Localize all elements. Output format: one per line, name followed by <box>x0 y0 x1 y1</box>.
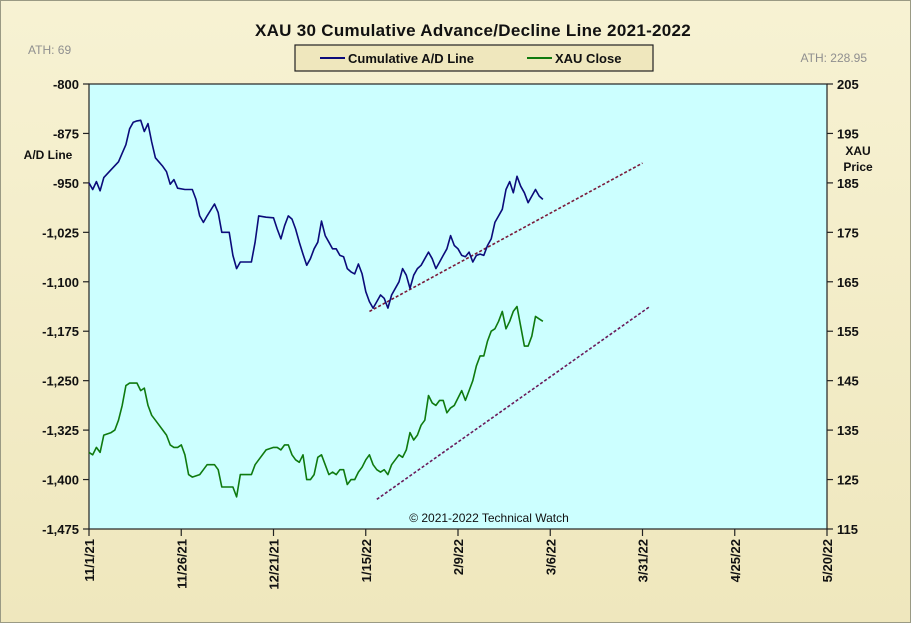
x-tick-label: 11/26/21 <box>174 539 189 589</box>
y-left-tick-label: -1,325 <box>42 423 79 438</box>
y-left-tick-label: -1,250 <box>42 374 79 389</box>
x-tick-label: 3/6/22 <box>543 539 558 575</box>
y-left-tick-label: -875 <box>53 126 79 141</box>
y-left-tick-label: -1,400 <box>42 473 79 488</box>
y-left-tick-label: -800 <box>53 77 79 92</box>
y-right-tick-label: 195 <box>837 126 859 141</box>
x-tick-label: 5/20/22 <box>820 539 835 582</box>
x-tick-label: 12/21/21 <box>267 539 282 590</box>
trendline-xau-close <box>376 305 651 500</box>
x-tick-label: 2/9/22 <box>451 539 466 575</box>
y-left-tick-label: -1,025 <box>42 225 79 240</box>
series-line-ad-line <box>88 119 544 309</box>
y-axis-right-title-line2: Price <box>843 160 873 174</box>
y-right-tick-label: 115 <box>837 522 858 537</box>
ath-left-label: ATH: 69 <box>28 43 71 57</box>
y-axis-left-title: A/D Line <box>24 148 73 162</box>
y-left-tick-label: -950 <box>53 176 79 191</box>
y-left-tick-label: -1,100 <box>42 275 79 290</box>
trendline-ad-line <box>369 162 643 313</box>
x-tick-label: 11/1/21 <box>82 539 97 582</box>
y-axis-right-title-line1: XAU <box>845 144 870 158</box>
legend-label-xau-close: XAU Close <box>555 51 621 66</box>
plot-layer: -800 -875 -950 -1,025 -1,100 -1,175 -1,250 -1,3… <box>42 77 859 590</box>
y-left-tick-label: -1,475 <box>42 522 79 537</box>
plot-area <box>88 83 828 530</box>
legend-label-ad-line: Cumulative A/D Line <box>348 51 474 66</box>
x-tick-label: 1/15/22 <box>359 539 374 582</box>
x-tick-label: 4/25/22 <box>728 539 743 582</box>
legend-box <box>294 44 654 72</box>
y-right-tick-label: 135 <box>837 423 859 438</box>
y-right-tick-label: 155 <box>837 324 859 339</box>
y-left-tick-label: -1,175 <box>42 324 79 339</box>
y-right-tick-label: 145 <box>837 374 859 389</box>
series-line-xau-close <box>88 305 544 498</box>
y-right-tick-label: 175 <box>837 225 859 240</box>
legend: Cumulative A/D Line XAU Close <box>294 44 654 72</box>
y-right-tick-label: 125 <box>837 473 859 488</box>
copyright-text: © 2021-2022 Technical Watch <box>409 511 569 525</box>
y-right-tick-label: 185 <box>837 176 859 191</box>
ath-right-label: ATH: 228.95 <box>801 51 868 65</box>
y-right-tick-label: 165 <box>837 275 859 290</box>
chart-title: XAU 30 Cumulative Advance/Decline Line 2… <box>255 21 691 40</box>
y-right-tick-label: 205 <box>837 77 859 92</box>
x-tick-label: 3/31/22 <box>636 539 651 582</box>
